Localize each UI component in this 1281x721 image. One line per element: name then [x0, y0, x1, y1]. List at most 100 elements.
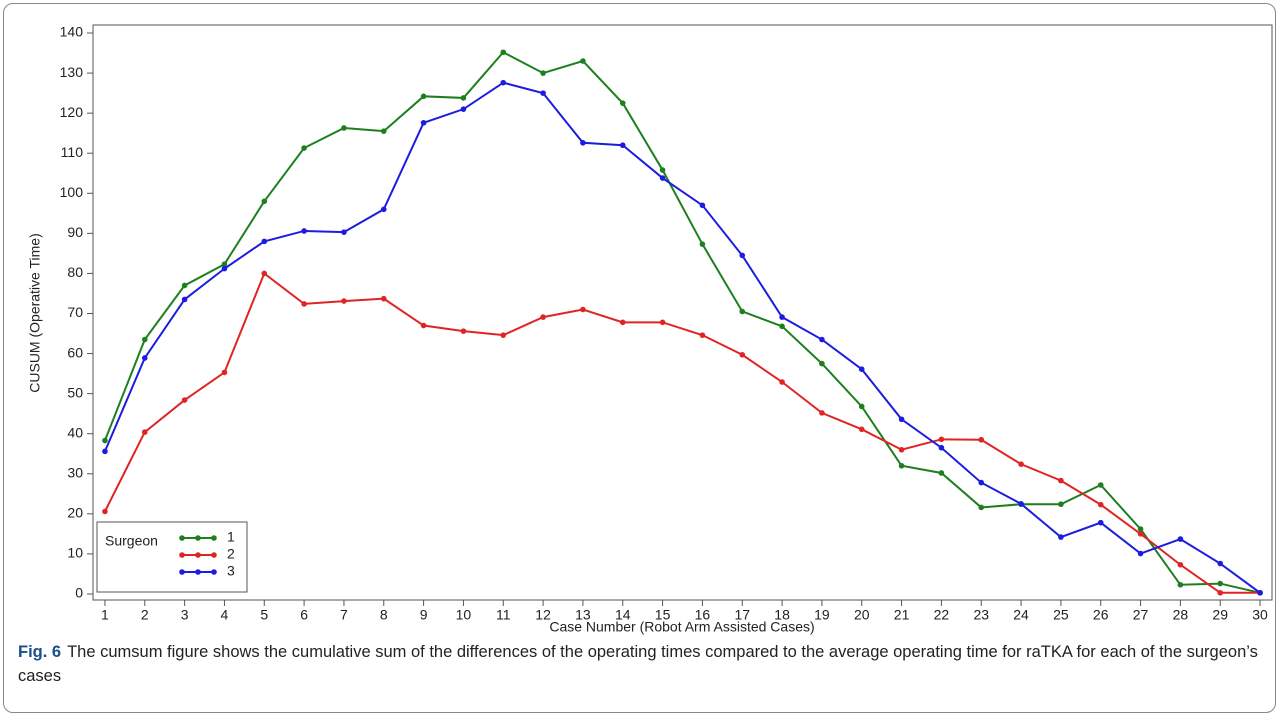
- point: [1058, 534, 1064, 540]
- point: [659, 319, 666, 326]
- legend-marker: [211, 535, 217, 541]
- point: [1137, 531, 1144, 537]
- point: [380, 295, 387, 302]
- point: [261, 238, 268, 245]
- point: [540, 90, 546, 96]
- point: [659, 175, 666, 181]
- point: [341, 229, 347, 235]
- point: [460, 328, 467, 334]
- point: [420, 93, 427, 100]
- point: [938, 444, 945, 451]
- point: [1177, 536, 1184, 542]
- point: [181, 397, 188, 403]
- x-tick-label: 8: [380, 607, 388, 623]
- point: [420, 119, 427, 126]
- point: [500, 332, 507, 338]
- point: [102, 448, 108, 455]
- x-tick-label: 5: [260, 607, 268, 623]
- point: [898, 462, 905, 469]
- legend-marker: [195, 569, 201, 575]
- point: [819, 360, 825, 367]
- legend-box: [96, 521, 248, 593]
- point: [540, 70, 546, 76]
- x-tick-label: 22: [934, 607, 950, 623]
- x-tick-label: 12: [535, 607, 551, 623]
- point: [1137, 526, 1144, 532]
- point: [978, 436, 985, 443]
- x-tick-label: 2: [141, 607, 149, 623]
- x-tick-label: 11: [496, 607, 511, 623]
- x-tick-label: 24: [1013, 607, 1029, 623]
- point: [141, 355, 148, 361]
- point: [380, 128, 387, 134]
- point: [1217, 560, 1224, 567]
- x-tick-label: 21: [894, 607, 910, 623]
- point: [141, 336, 148, 343]
- y-tick-label: 80: [67, 264, 83, 280]
- x-tick-label: 28: [1173, 607, 1189, 623]
- point: [898, 416, 905, 423]
- point: [341, 125, 347, 131]
- point: [858, 366, 865, 372]
- x-tick-label: 25: [1053, 607, 1069, 623]
- point: [420, 322, 427, 329]
- point: [1137, 550, 1144, 557]
- x-tick-label: 1: [101, 607, 109, 623]
- y-tick-label: 40: [67, 424, 83, 440]
- point: [221, 369, 228, 376]
- point: [619, 319, 626, 326]
- series-line: [104, 50, 1261, 594]
- point: [500, 79, 507, 86]
- point: [1217, 580, 1224, 587]
- caption-text: The cumsum figure shows the cumulative s…: [18, 643, 1258, 685]
- point: [938, 470, 945, 476]
- x-tick-label: 30: [1252, 607, 1268, 623]
- point: [619, 100, 626, 106]
- point: [460, 106, 467, 112]
- legend-marker: [195, 535, 201, 541]
- point: [301, 301, 307, 307]
- legend-marker: [179, 569, 185, 575]
- point: [1257, 589, 1263, 596]
- x-tick-label: 26: [1093, 607, 1109, 623]
- point: [181, 296, 188, 303]
- x-tick-label: 15: [655, 607, 671, 623]
- x-tick-label: 17: [734, 607, 750, 623]
- x-tick-label: 13: [575, 607, 591, 623]
- point: [619, 142, 626, 149]
- x-tick-label: 4: [221, 607, 229, 623]
- x-tick-label: 3: [181, 607, 189, 623]
- point: [819, 336, 825, 343]
- point: [301, 228, 307, 234]
- point: [1177, 581, 1184, 588]
- legend-marker: [211, 569, 217, 575]
- y-tick-label: 110: [61, 144, 84, 160]
- point: [500, 49, 507, 56]
- x-tick-label: 7: [340, 607, 348, 623]
- x-tick-label: 6: [300, 607, 308, 623]
- point: [580, 306, 586, 313]
- point: [1058, 501, 1064, 508]
- x-tick-label: 23: [973, 607, 989, 623]
- point: [699, 241, 706, 247]
- x-tick-label: 27: [1133, 607, 1149, 623]
- point: [102, 508, 108, 515]
- point: [1058, 477, 1064, 484]
- point: [978, 479, 985, 486]
- point: [1097, 501, 1104, 508]
- point: [181, 282, 188, 289]
- point: [102, 437, 108, 444]
- series-line: [104, 81, 1261, 594]
- series-line: [104, 271, 1261, 594]
- point: [739, 252, 746, 259]
- point: [1018, 501, 1024, 507]
- point: [739, 308, 746, 315]
- legend-label: 1: [227, 529, 235, 545]
- point: [261, 198, 268, 205]
- point: [580, 140, 586, 146]
- point: [779, 323, 785, 330]
- x-axis-label: Case Number (Robot Arm Assisted Cases): [549, 619, 814, 635]
- point: [1097, 482, 1104, 488]
- point: [141, 429, 148, 435]
- y-tick-label: 140: [60, 24, 84, 40]
